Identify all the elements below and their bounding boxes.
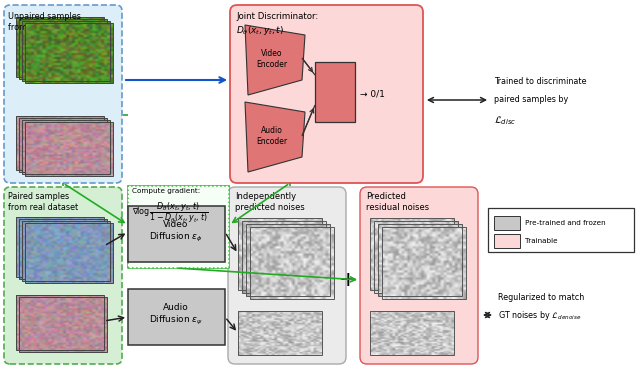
Text: residual noises: residual noises xyxy=(366,203,429,212)
Polygon shape xyxy=(245,25,305,95)
Text: → 0/1: → 0/1 xyxy=(360,90,385,98)
FancyBboxPatch shape xyxy=(315,62,355,122)
FancyBboxPatch shape xyxy=(4,5,122,183)
Text: $\nabla\!\log\dfrac{D_{\theta}(x_t,y_t,t)}{1-D_{\theta}(x_t,y_t,t)}$: $\nabla\!\log\dfrac{D_{\theta}(x_t,y_t,t… xyxy=(132,200,208,225)
Text: predicted noises: predicted noises xyxy=(235,203,305,212)
FancyBboxPatch shape xyxy=(494,234,520,248)
FancyBboxPatch shape xyxy=(494,216,520,230)
Text: Compute gradient:: Compute gradient: xyxy=(132,188,200,194)
Text: Trainable: Trainable xyxy=(525,238,557,244)
Text: from gen. data: from gen. data xyxy=(8,23,68,32)
Text: Audio
Diffusion $\epsilon_{\psi}$: Audio Diffusion $\epsilon_{\psi}$ xyxy=(149,303,203,327)
FancyBboxPatch shape xyxy=(128,289,225,345)
FancyBboxPatch shape xyxy=(128,186,229,268)
Text: Independently: Independently xyxy=(235,192,296,201)
Text: $\mathcal{L}_{disc}$: $\mathcal{L}_{disc}$ xyxy=(494,114,516,127)
Text: +: + xyxy=(339,270,357,290)
Text: GT noises by $\mathcal{L}_{denoise}$: GT noises by $\mathcal{L}_{denoise}$ xyxy=(498,309,581,322)
FancyBboxPatch shape xyxy=(4,187,122,364)
Text: $D_{\theta}(x_t, y_t, t)$: $D_{\theta}(x_t, y_t, t)$ xyxy=(236,24,284,37)
FancyBboxPatch shape xyxy=(488,208,634,252)
FancyBboxPatch shape xyxy=(230,5,423,183)
Text: Joint Discriminator:: Joint Discriminator: xyxy=(236,12,318,21)
Text: Pre-trained and frozen: Pre-trained and frozen xyxy=(525,220,605,226)
Text: Predicted: Predicted xyxy=(366,192,406,201)
FancyBboxPatch shape xyxy=(360,187,478,364)
Text: Video
Diffusion $\epsilon_{\phi}$: Video Diffusion $\epsilon_{\phi}$ xyxy=(149,220,203,244)
Polygon shape xyxy=(245,102,305,172)
Text: Unpaired samples: Unpaired samples xyxy=(8,12,81,21)
Text: Regularized to match: Regularized to match xyxy=(498,293,584,302)
Text: paired samples by: paired samples by xyxy=(494,95,568,104)
Text: Video
Encoder: Video Encoder xyxy=(257,49,287,69)
Text: Paired samples: Paired samples xyxy=(8,192,69,201)
FancyBboxPatch shape xyxy=(128,206,225,262)
Text: Audio
Encoder: Audio Encoder xyxy=(257,126,287,146)
FancyBboxPatch shape xyxy=(228,187,346,364)
FancyBboxPatch shape xyxy=(128,186,229,268)
Text: Trained to discriminate: Trained to discriminate xyxy=(494,77,586,86)
Text: from real dataset: from real dataset xyxy=(8,203,78,212)
